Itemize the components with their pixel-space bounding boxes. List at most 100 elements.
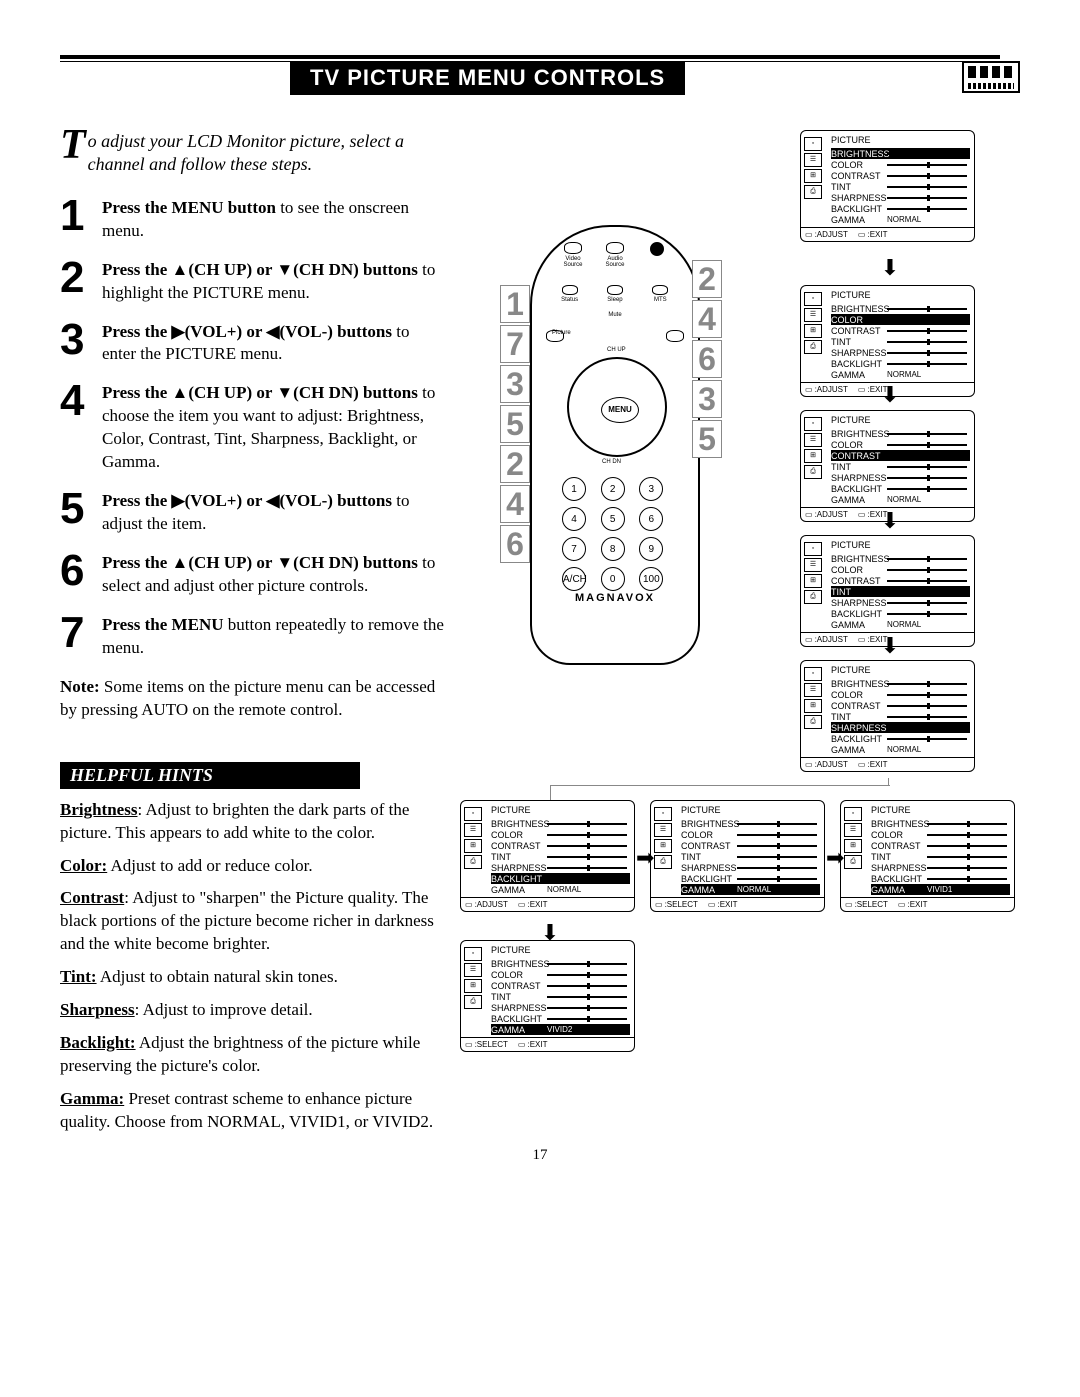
menu-title: PICTURE bbox=[831, 665, 970, 675]
menu-sidebar-icons: ▫☰⊞⎙ bbox=[801, 536, 825, 610]
keypad-button: 1 bbox=[562, 477, 586, 501]
osd-menu-box: ▫☰⊞⎙PICTUREBRIGHTNESSCOLORCONTRASTTINTSH… bbox=[650, 800, 825, 912]
remote-outline: Video Source Audio Source Status Sleep M… bbox=[530, 225, 700, 665]
menu-sidebar-icons: ▫☰⊞⎙ bbox=[801, 286, 825, 360]
step-6: 6Press the ▲(CH UP) or ▼(CH DN) buttons … bbox=[60, 552, 445, 598]
callout-number: 3 bbox=[500, 365, 530, 403]
intro-text: To adjust your LCD Monitor picture, sele… bbox=[60, 130, 445, 177]
hint-item: Backlight: Adjust the brightness of the … bbox=[60, 1032, 445, 1078]
flow-arrow-icon: ⬇ bbox=[880, 255, 900, 281]
step-text: Press the ▲(CH UP) or ▼(CH DN) buttons t… bbox=[102, 552, 445, 598]
step-3: 3Press the ▶(VOL+) or ◀(VOL-) buttons to… bbox=[60, 321, 445, 367]
hint-item: Sharpness: Adjust to improve detail. bbox=[60, 999, 445, 1022]
menu-row: BRIGHTNESS bbox=[831, 428, 970, 439]
menu-row: BACKLIGHT bbox=[681, 873, 820, 884]
menu-row: SHARPNESS bbox=[491, 862, 630, 873]
callout-number: 2 bbox=[692, 260, 722, 298]
menu-row: BACKLIGHT bbox=[831, 608, 970, 619]
menu-row: GAMMANORMAL bbox=[491, 884, 630, 895]
step-text: Press the MENU button repeatedly to remo… bbox=[102, 614, 445, 660]
osd-menu-box: ▫☰⊞⎙PICTUREBRIGHTNESSCOLORCONTRASTTINTSH… bbox=[840, 800, 1015, 912]
step-2: 2Press the ▲(CH UP) or ▼(CH DN) buttons … bbox=[60, 259, 445, 305]
menu-row: TINT bbox=[491, 851, 630, 862]
menu-row: GAMMANORMAL bbox=[831, 369, 970, 380]
menu-footer: :ADJUST:EXIT bbox=[801, 227, 974, 241]
step-text: Press the ▲(CH UP) or ▼(CH DN) buttons t… bbox=[102, 382, 445, 474]
menu-title: PICTURE bbox=[831, 290, 970, 300]
menu-sidebar-icons: ▫☰⊞⎙ bbox=[651, 801, 675, 875]
menu-row: SHARPNESS bbox=[831, 347, 970, 358]
osd-menu-box: ▫☰⊞⎙PICTUREBRIGHTNESSCOLORCONTRASTTINTSH… bbox=[800, 660, 975, 772]
menu-row: CONTRAST bbox=[831, 700, 970, 711]
step-1: 1Press the MENU button to see the onscre… bbox=[60, 197, 445, 243]
menu-row: CONTRAST bbox=[491, 840, 630, 851]
menu-title: PICTURE bbox=[871, 805, 1010, 815]
menu-row: COLOR bbox=[831, 439, 970, 450]
instructions-column: To adjust your LCD Monitor picture, sele… bbox=[60, 130, 460, 1144]
menu-row: CONTRAST bbox=[831, 450, 970, 461]
keypad-button: 6 bbox=[639, 507, 663, 531]
dropcap: T bbox=[60, 130, 86, 162]
step-4: 4Press the ▲(CH UP) or ▼(CH DN) buttons … bbox=[60, 382, 445, 474]
osd-menu-box: ▫☰⊞⎙PICTUREBRIGHTNESSCOLORCONTRASTTINTSH… bbox=[460, 800, 635, 912]
step-number: 1 bbox=[60, 197, 102, 243]
menu-row: SHARPNESS bbox=[831, 472, 970, 483]
menu-row: GAMMANORMAL bbox=[831, 744, 970, 755]
menu-row: BRIGHTNESS bbox=[681, 818, 820, 829]
menu-title: PICTURE bbox=[831, 540, 970, 550]
menu-row: BACKLIGHT bbox=[491, 1013, 630, 1024]
callout-number: 4 bbox=[500, 485, 530, 523]
menu-sidebar-icons: ▫☰⊞⎙ bbox=[801, 131, 825, 205]
step-7: 7Press the MENU button repeatedly to rem… bbox=[60, 614, 445, 660]
menu-row: BRIGHTNESS bbox=[831, 303, 970, 314]
menu-row: BACKLIGHT bbox=[831, 733, 970, 744]
menu-row: CONTRAST bbox=[491, 980, 630, 991]
menu-sidebar-icons: ▫☰⊞⎙ bbox=[461, 801, 485, 875]
menu-row: GAMMANORMAL bbox=[831, 214, 970, 225]
osd-menu-box: ▫☰⊞⎙PICTUREBRIGHTNESSCOLORCONTRASTTINTSH… bbox=[460, 940, 635, 1052]
menu-row: GAMMANORMAL bbox=[681, 884, 820, 895]
diagram-column: Video Source Audio Source Status Sleep M… bbox=[460, 130, 1020, 1144]
menu-row: GAMMAVIVID2 bbox=[491, 1024, 630, 1035]
menu-row: BRIGHTNESS bbox=[491, 818, 630, 829]
callout-number: 5 bbox=[692, 420, 722, 458]
menu-row: SHARPNESS bbox=[491, 1002, 630, 1013]
menu-sidebar-icons: ▫☰⊞⎙ bbox=[461, 941, 485, 1015]
hint-item: Gamma: Preset contrast scheme to enhance… bbox=[60, 1088, 445, 1134]
header-decoration-icon bbox=[962, 61, 1020, 93]
menu-row: COLOR bbox=[491, 829, 630, 840]
step-number: 4 bbox=[60, 382, 102, 474]
menu-row: BRIGHTNESS bbox=[831, 553, 970, 564]
menu-row: TINT bbox=[831, 711, 970, 722]
callout-number: 6 bbox=[500, 525, 530, 563]
menu-sidebar-icons: ▫☰⊞⎙ bbox=[801, 661, 825, 735]
keypad-button: 4 bbox=[562, 507, 586, 531]
menu-row: COLOR bbox=[681, 829, 820, 840]
remote-diagram: Video Source Audio Source Status Sleep M… bbox=[460, 130, 770, 700]
step-text: Press the ▶(VOL+) or ◀(VOL-) buttons to … bbox=[102, 490, 445, 536]
menu-title: PICTURE bbox=[831, 415, 970, 425]
menu-row: CONTRAST bbox=[831, 325, 970, 336]
keypad-button: A/CH bbox=[562, 567, 586, 591]
step-number: 7 bbox=[60, 614, 102, 660]
menu-row: GAMMANORMAL bbox=[831, 494, 970, 505]
osd-menu-box: ▫☰⊞⎙PICTUREBRIGHTNESSCOLORCONTRASTTINTSH… bbox=[800, 410, 975, 522]
flow-arrow-icon: ⬇ bbox=[540, 920, 560, 946]
menu-row: TINT bbox=[831, 586, 970, 597]
flow-arrow-icon: ➡ bbox=[826, 845, 844, 871]
hint-item: Tint: Adjust to obtain natural skin tone… bbox=[60, 966, 445, 989]
keypad: 123456789A/CH0100 bbox=[562, 477, 672, 591]
hints-heading: HELPFUL HINTS bbox=[60, 762, 360, 789]
flow-arrow-icon: ⬇ bbox=[880, 508, 900, 534]
menu-row: TINT bbox=[831, 181, 970, 192]
menu-row: SHARPNESS bbox=[831, 192, 970, 203]
menu-row: CONTRAST bbox=[871, 840, 1010, 851]
osd-menu-box: ▫☰⊞⎙PICTUREBRIGHTNESSCOLORCONTRASTTINTSH… bbox=[800, 535, 975, 647]
menu-row: SHARPNESS bbox=[831, 722, 970, 733]
menu-row: BRIGHTNESS bbox=[831, 678, 970, 689]
menu-row: SHARPNESS bbox=[831, 597, 970, 608]
menu-row: COLOR bbox=[871, 829, 1010, 840]
callout-number: 2 bbox=[500, 445, 530, 483]
menu-row: CONTRAST bbox=[681, 840, 820, 851]
menu-sidebar-icons: ▫☰⊞⎙ bbox=[801, 411, 825, 485]
